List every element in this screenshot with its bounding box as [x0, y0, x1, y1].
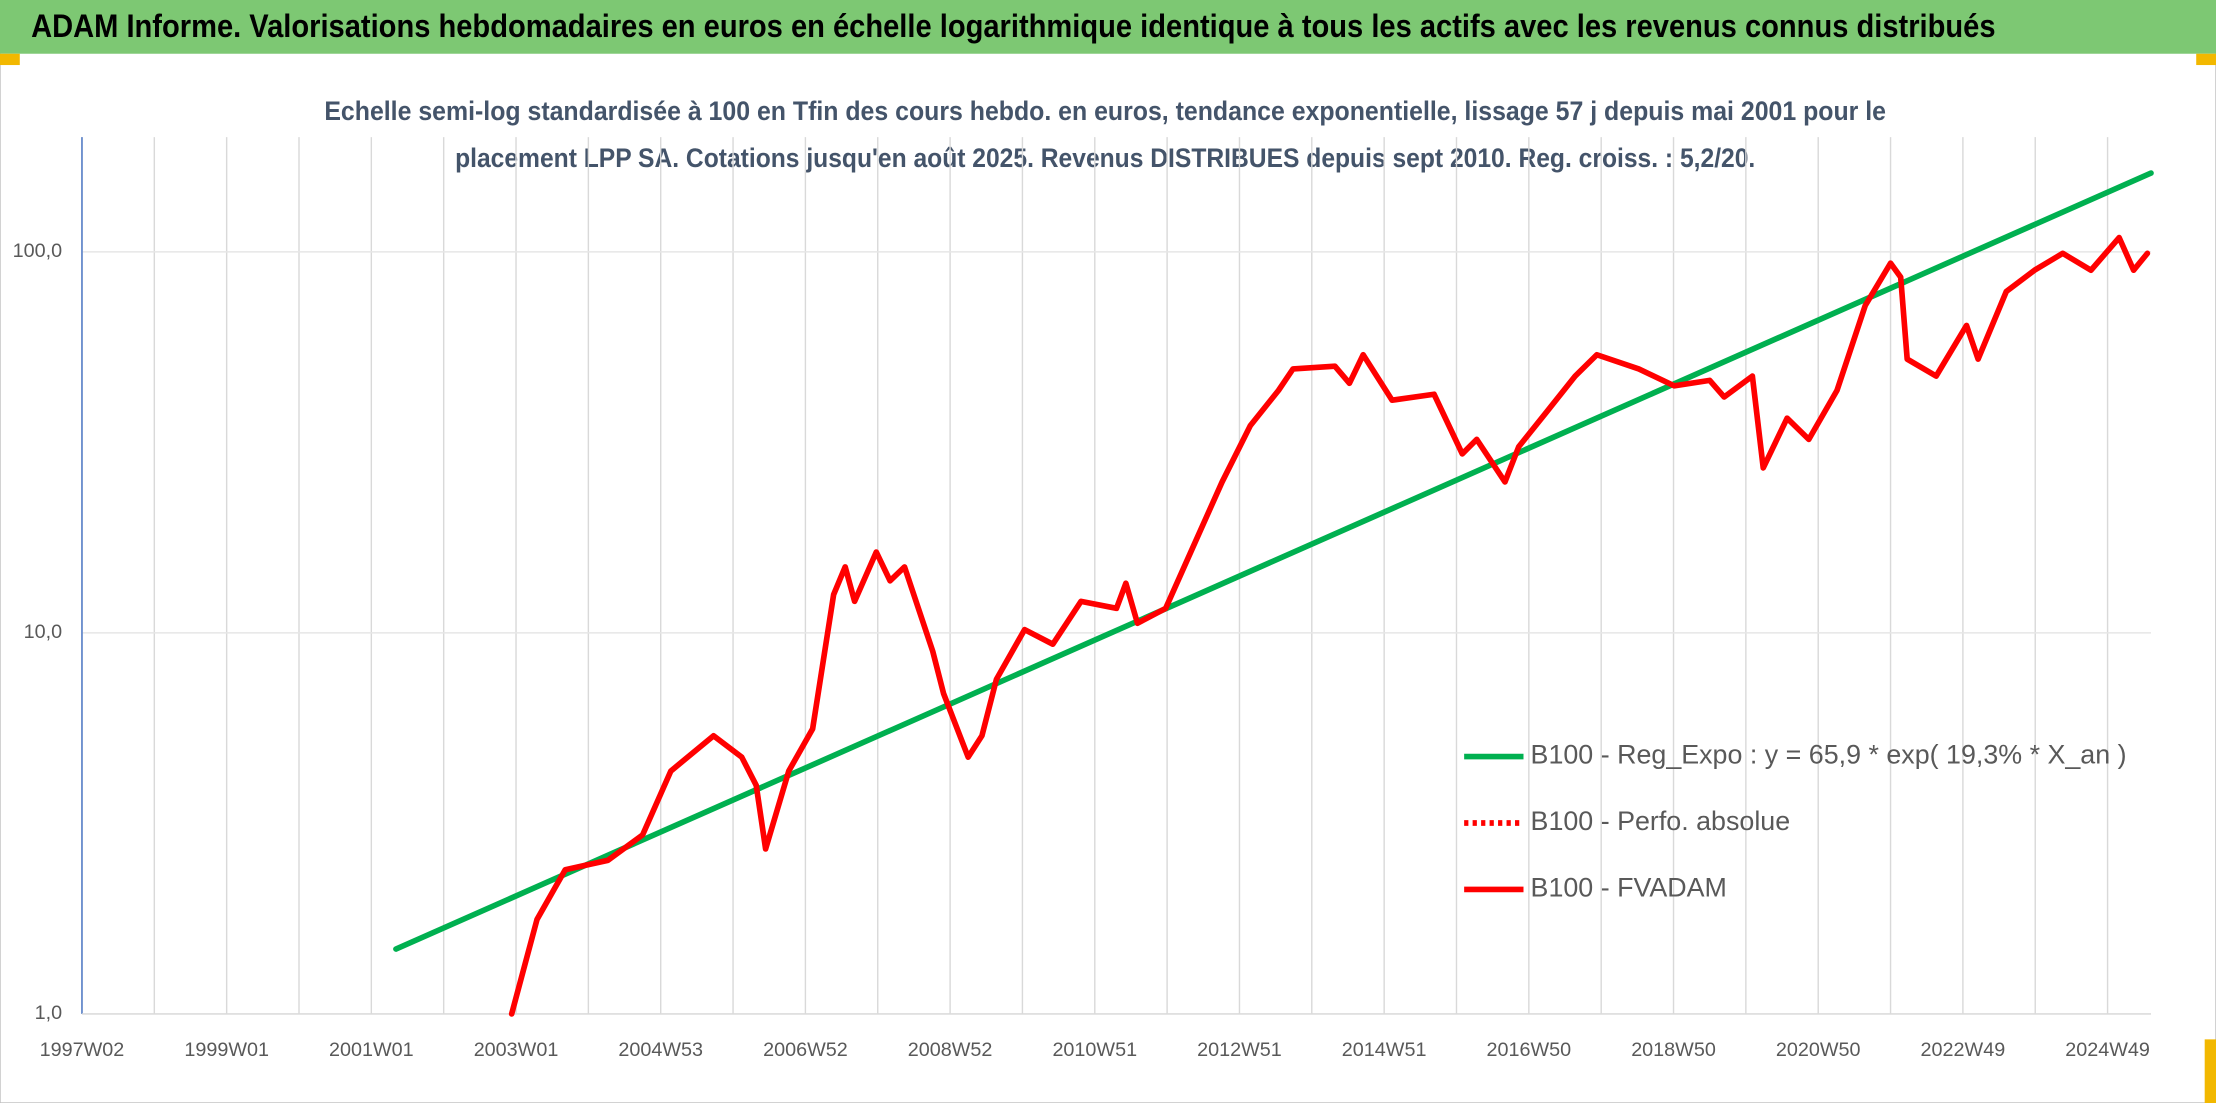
x-tick-label: 2003W01: [474, 1039, 559, 1061]
x-tick-label: 2004W53: [618, 1039, 703, 1061]
x-tick-label: 2016W50: [1487, 1039, 1572, 1061]
corner-mark: [2204, 1039, 2216, 1103]
legend-label: B100 - Perfo. absolue: [1531, 806, 1791, 836]
x-tick-label: 2022W49: [1921, 1039, 2006, 1061]
y-tick-label: 100,0: [13, 240, 63, 262]
x-tick-label: 1997W02: [40, 1039, 125, 1061]
x-tick-label: 2012W51: [1197, 1039, 1282, 1061]
x-tick-label: 2024W49: [2065, 1039, 2150, 1061]
chart-subtitle: Echelle semi-log standardisée à 100 en T…: [324, 96, 1886, 126]
x-tick-label: 2018W50: [1631, 1039, 1716, 1061]
chart-title: ADAM Informe. Valorisations hebdomadaire…: [31, 8, 1995, 44]
grid: 1997W02 1999W01 2001W01 2003W01 2004W53 2006W…: [13, 137, 2151, 1061]
corner-mark: [0, 53, 20, 66]
y-tick-label: 10,0: [24, 621, 63, 643]
x-tick-label: 2014W51: [1342, 1039, 1427, 1061]
x-tick-label: 2020W50: [1776, 1039, 1861, 1061]
x-tick-label: 1999W01: [184, 1039, 269, 1061]
legend-label: B100 - FVADAM: [1531, 873, 1727, 903]
series-line: [508, 234, 2151, 1017]
header-bar: [0, 0, 2216, 54]
x-tick-label: 2006W52: [763, 1039, 848, 1061]
chart-subtitle: placement LPP SA. Cotations jusqu'en aoû…: [455, 143, 1755, 173]
x-tick-label: 2001W01: [329, 1039, 414, 1061]
x-tick-label: 2010W51: [1052, 1039, 1137, 1061]
x-tick-label: 2008W52: [908, 1039, 993, 1061]
series-line: [393, 170, 2154, 952]
legend-label: B100 - Reg_Expo : y = 65,9 * exp( 19,3% …: [1531, 740, 2127, 770]
y-tick-label: 1,0: [35, 1002, 62, 1024]
legend: B100 - Reg_Expo : y = 65,9 * exp( 19,3% …: [1464, 740, 2127, 903]
corner-mark: [2196, 53, 2216, 66]
plot: [393, 170, 2154, 1017]
